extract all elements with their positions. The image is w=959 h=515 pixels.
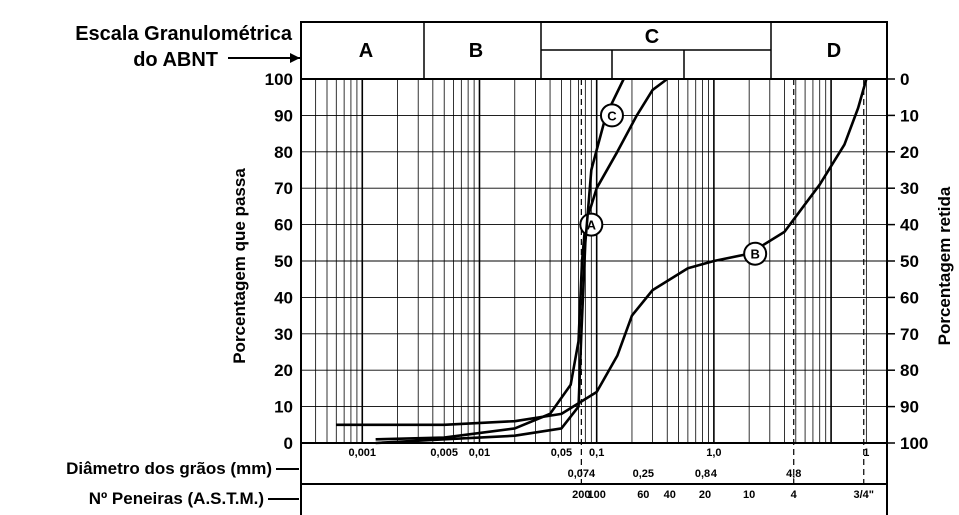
y-tick-label-left: 10: [274, 398, 293, 417]
diameter-label: 0,25: [633, 468, 654, 480]
diameter-label: 0,001: [349, 447, 377, 459]
diameter-label: 0,01: [469, 447, 490, 459]
diameter-label: 0,1: [589, 447, 604, 459]
curve-b: [336, 78, 868, 427]
y-tick-label-left: 40: [274, 288, 293, 307]
diameter-label: 0,005: [430, 447, 458, 459]
x-tick-labels: 0,001 0,005 0,01 0,05 0,1 1,0 10,074 0,25 0,8 4 4,…: [349, 447, 874, 501]
y-tick-label-right: 80: [900, 361, 919, 380]
y-tick-label-left: 80: [274, 143, 293, 162]
zone-label-d: D: [827, 40, 841, 62]
diameter-label: 4: [711, 468, 718, 480]
curves: A B C: [336, 77, 868, 445]
scale-title-line2: do ABNT: [133, 49, 218, 71]
y-tick-label-right: 90: [900, 398, 919, 417]
x-axis-label: Diâmetro dos grãos (mm): [66, 459, 272, 478]
sieve-number-label: 20: [699, 489, 711, 501]
curve-marker-b: [743, 241, 768, 266]
curve-marker-c: [599, 103, 624, 128]
y-tick-label-right: 70: [900, 325, 919, 344]
y-tick-label-left: 100: [265, 70, 293, 89]
y-tick-label-left: 30: [274, 325, 293, 344]
sieve-number-label: 4: [791, 489, 798, 501]
curve-label-c: C: [607, 108, 617, 123]
y-tick-label-right: 0: [900, 70, 909, 89]
scale-title-line1: Escala Granulométrica: [75, 23, 293, 45]
horizontal-gridlines: [301, 78, 887, 444]
y-tick-label-left: 90: [274, 106, 293, 125]
y-tick-label-left: 20: [274, 361, 293, 380]
curve-a: [375, 77, 669, 441]
diameter-label: 0,074: [568, 468, 596, 480]
curve-label-a: A: [587, 218, 597, 233]
y-tick-label-right: 100: [900, 434, 928, 453]
y-tick-label-left: 50: [274, 252, 293, 271]
y-tick-label-left: 0: [284, 434, 293, 453]
sieve-number-label: 10: [743, 489, 755, 501]
sieve-number-label: 40: [664, 489, 676, 501]
y-tick-label-left: 60: [274, 216, 293, 235]
diameter-label: 0,8: [695, 468, 710, 480]
y-tick-label-right: 40: [900, 216, 919, 235]
sieve-number-label: 60: [637, 489, 649, 501]
curve-label-b: B: [750, 247, 759, 262]
y-tick-label-right: 30: [900, 179, 919, 198]
diameter-label: 1,0: [706, 447, 721, 459]
y-tick-label-right: 10: [900, 106, 919, 125]
zone-label-c: C: [645, 26, 659, 48]
sieve-number-label: 3/4": [853, 489, 874, 501]
curve-c: [375, 78, 625, 445]
y-axis-label-left: Porcentagem que passa: [230, 168, 249, 364]
diameter-label: 1: [863, 447, 869, 459]
y-ticks: 0 10 20 30 40 50 60 70 80 90 100 0 10 20 30 40 50 60 70 80 9…: [265, 70, 929, 453]
sieve-label: Nº Peneiras (A.S.T.M.): [89, 489, 264, 508]
scale-pointer-arrow: [290, 53, 300, 63]
y-tick-label-left: 70: [274, 179, 293, 198]
y-tick-label-right: 20: [900, 143, 919, 162]
diameter-label: 4,8: [786, 468, 801, 480]
zone-label-a: A: [359, 40, 373, 62]
y-axis-label-right: Porcentagem retida: [935, 186, 954, 345]
diameter-label: 0,05: [551, 447, 572, 459]
y-tick-label-right: 60: [900, 288, 919, 307]
sieve-number-label: 200: [572, 489, 590, 501]
sieve-number-label: 100: [588, 489, 606, 501]
zone-label-b: B: [469, 40, 483, 62]
y-tick-label-right: 50: [900, 252, 919, 271]
log-grid: [300, 79, 888, 484]
